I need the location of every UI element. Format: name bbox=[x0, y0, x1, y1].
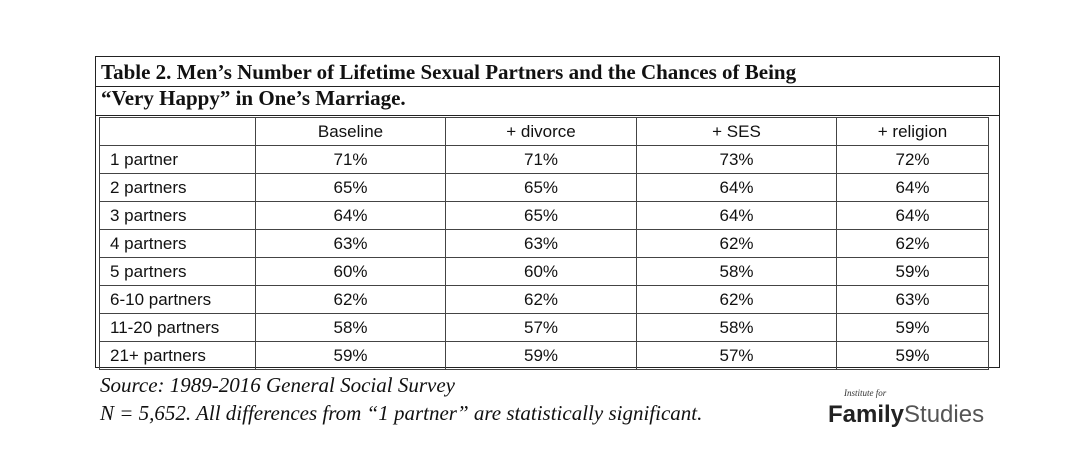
table-cell: 73% bbox=[636, 145, 837, 174]
sample-note: N = 5,652. All differences from “1 partn… bbox=[100, 401, 703, 425]
table-cell: 64% bbox=[836, 201, 989, 230]
row-label: 1 partner bbox=[99, 145, 256, 174]
table-cell: 64% bbox=[836, 173, 989, 202]
table-cell: 59% bbox=[836, 257, 989, 286]
institute-logo: Institute for FamilyStudies bbox=[828, 388, 1018, 438]
table-row: 11-20 partners 58% 57% 58% 59% bbox=[99, 313, 989, 342]
title-divider bbox=[95, 115, 1000, 116]
column-header: + divorce bbox=[445, 117, 637, 146]
column-header: + religion bbox=[836, 117, 989, 146]
source-note: Source: 1989-2016 General Social Survey bbox=[100, 373, 455, 397]
table-row: 1 partner 71% 71% 73% 72% bbox=[99, 145, 989, 174]
data-table: Baseline + divorce + SES + religion 1 pa… bbox=[99, 117, 989, 370]
row-label: 4 partners bbox=[99, 229, 256, 258]
logo-small-text: Institute for bbox=[844, 388, 887, 398]
table-cell: 65% bbox=[445, 201, 637, 230]
title-divider bbox=[95, 86, 1000, 87]
column-header bbox=[99, 117, 256, 146]
table-cell: 64% bbox=[636, 201, 837, 230]
table-title-line-2: “Very Happy” in One’s Marriage. bbox=[101, 86, 406, 110]
row-label: 5 partners bbox=[99, 257, 256, 286]
table-cell: 59% bbox=[255, 341, 446, 370]
table-cell: 64% bbox=[255, 201, 446, 230]
table-title-line-1: Table 2. Men’s Number of Lifetime Sexual… bbox=[101, 60, 797, 84]
table-row: 6-10 partners 62% 62% 62% 63% bbox=[99, 285, 989, 314]
table-row: 21+ partners 59% 59% 57% 59% bbox=[99, 341, 989, 370]
column-header: Baseline bbox=[255, 117, 446, 146]
table-row: 3 partners 64% 65% 64% 64% bbox=[99, 201, 989, 230]
table-row: 2 partners 65% 65% 64% 64% bbox=[99, 173, 989, 202]
table-cell: 65% bbox=[255, 173, 446, 202]
table-row: 4 partners 63% 63% 62% 62% bbox=[99, 229, 989, 258]
table-cell: 63% bbox=[836, 285, 989, 314]
table-cell: 59% bbox=[445, 341, 637, 370]
row-label: 3 partners bbox=[99, 201, 256, 230]
column-header: + SES bbox=[636, 117, 837, 146]
table-cell: 63% bbox=[255, 229, 446, 258]
table-cell: 60% bbox=[255, 257, 446, 286]
row-label: 2 partners bbox=[99, 173, 256, 202]
table-cell: 62% bbox=[255, 285, 446, 314]
table-title: Table 2. Men’s Number of Lifetime Sexual… bbox=[101, 59, 991, 111]
table-cell: 62% bbox=[636, 285, 837, 314]
table-cell: 65% bbox=[445, 173, 637, 202]
table-cell: 62% bbox=[836, 229, 989, 258]
table-row: 5 partners 60% 60% 58% 59% bbox=[99, 257, 989, 286]
logo-main-text: FamilyStudies bbox=[828, 401, 984, 429]
table-cell: 71% bbox=[445, 145, 637, 174]
table-body: 1 partner 71% 71% 73% 72% 2 partners 65% 65% 64%… bbox=[99, 145, 989, 370]
table-cell: 72% bbox=[836, 145, 989, 174]
logo-bold-text: Family bbox=[828, 401, 905, 428]
table-cell: 59% bbox=[836, 313, 989, 342]
table-cell: 59% bbox=[836, 341, 989, 370]
row-label: 11-20 partners bbox=[99, 313, 256, 342]
table-cell: 62% bbox=[636, 229, 837, 258]
table-cell: 64% bbox=[636, 173, 837, 202]
table-cell: 71% bbox=[255, 145, 446, 174]
table-cell: 57% bbox=[636, 341, 837, 370]
table-cell: 60% bbox=[445, 257, 637, 286]
row-label: 21+ partners bbox=[99, 341, 256, 370]
logo-light-text: Studies bbox=[904, 401, 985, 428]
table-cell: 62% bbox=[445, 285, 637, 314]
table-cell: 58% bbox=[636, 313, 837, 342]
row-label: 6-10 partners bbox=[99, 285, 256, 314]
table-cell: 57% bbox=[445, 313, 637, 342]
table-header-row: Baseline + divorce + SES + religion bbox=[99, 117, 989, 146]
table-cell: 58% bbox=[255, 313, 446, 342]
table-cell: 58% bbox=[636, 257, 837, 286]
table-cell: 63% bbox=[445, 229, 637, 258]
